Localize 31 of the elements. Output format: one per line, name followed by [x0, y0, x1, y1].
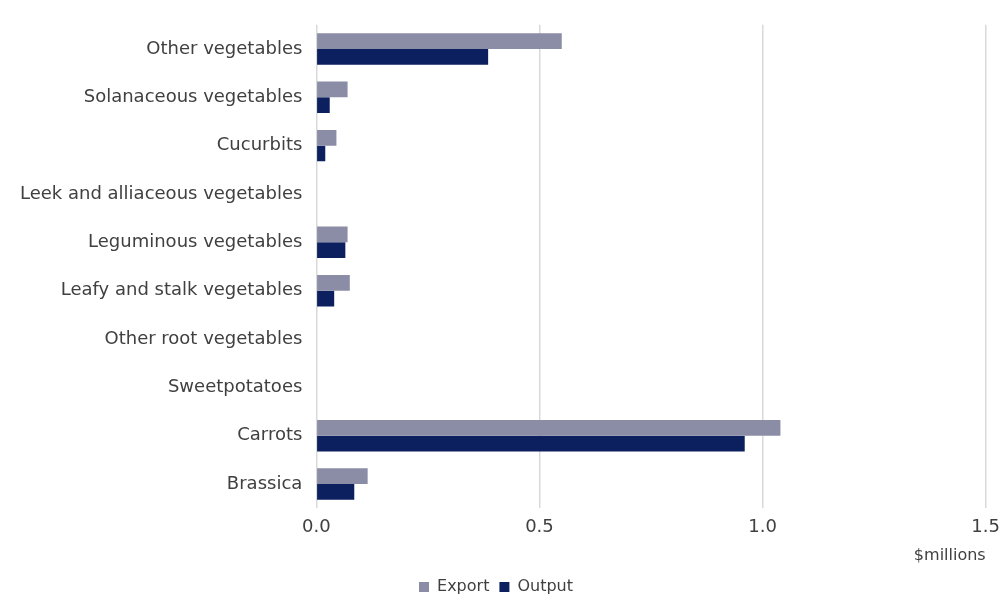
bar — [317, 97, 330, 114]
bar — [317, 129, 337, 146]
x-tick-label: 0.5 — [525, 514, 554, 536]
bar — [317, 484, 355, 500]
bar — [317, 33, 562, 49]
bar — [317, 435, 745, 452]
y-tick-label: Solanaceous vegetables — [83, 84, 303, 106]
bar — [317, 419, 781, 436]
bar — [317, 48, 489, 65]
x-axis-title: $millions — [913, 544, 986, 564]
bar — [317, 145, 326, 162]
y-tick-label: Leafy and stalk vegetables — [60, 278, 303, 300]
y-tick-label: Leek and alliaceous vegetables — [20, 181, 303, 203]
bar — [317, 468, 368, 485]
bar — [317, 242, 346, 259]
x-tick-label: 0.0 — [302, 514, 331, 536]
y-tick-label: Other vegetables — [146, 36, 303, 58]
x-tick-label: 1.0 — [748, 514, 777, 536]
y-tick-label: Other root vegetables — [104, 326, 303, 348]
bar — [317, 226, 348, 243]
bar — [317, 274, 350, 291]
bar — [317, 81, 348, 98]
y-tick-label: Leguminous vegetables — [88, 230, 303, 251]
legend-label: Output — [517, 576, 573, 596]
y-tick-label: Brassica — [226, 471, 303, 493]
y-tick-label: Cucurbits — [216, 133, 303, 155]
legend-label: Export — [437, 576, 490, 596]
x-tick-label: 1.5 — [971, 514, 1001, 536]
y-tick-label: Carrots — [237, 423, 303, 445]
bar — [317, 290, 335, 307]
y-tick-label: Sweetpotatoes — [167, 375, 303, 397]
